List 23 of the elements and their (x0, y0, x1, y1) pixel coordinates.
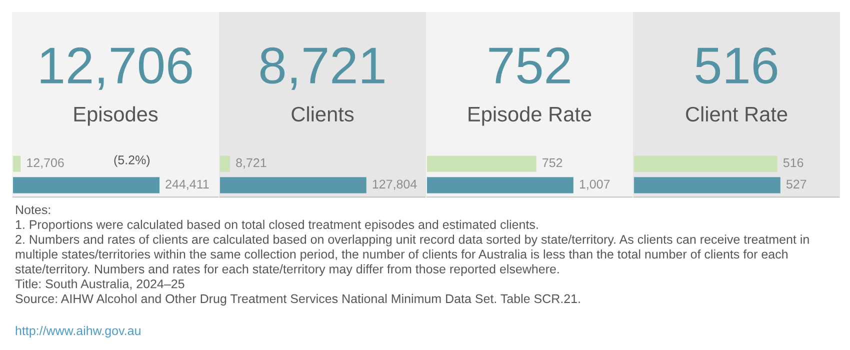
text: 2. Numbers and rates of clients are calculated based on overlapping unit record data sorted by state/territory. As clients can receive treatment in multiple states/territories within the same collection period, the number of clients for Australia is less than the total number of clients for each state/territory. Numbers and rates for each state/territory may differ from those reported elsewhere. (15, 234, 809, 276)
data-label: 1,007 (580, 180, 610, 190)
text: 1. Proportions were calculated based on total closed treatment episodes and estimated clients. (16, 220, 538, 232)
chart-title: 12,706 (40, 47, 192, 90)
data-label: 244,411 (166, 180, 209, 190)
chart-subtitle: Episodes (74, 106, 158, 126)
data-label: 8,721 (236, 158, 266, 169)
annotation: (5.2%) (114, 155, 150, 167)
data-label: 516 (783, 158, 804, 168)
chart-subtitle: Client Rate (686, 106, 788, 122)
chart-subtitle: Episode Rate (468, 106, 592, 126)
chart-title: 752 (489, 47, 570, 84)
source-note: Source: AIHW Alcohol and Other Drug Treatment Services National Minimum Data Set. Table SCR.21. (16, 294, 580, 306)
text: Notes: (16, 205, 50, 214)
text: http://www.aihw.gov.au (16, 326, 140, 338)
data-label: 12,706 (27, 158, 64, 169)
data-label: 752 (542, 158, 562, 168)
chart-subtitle: Clients (292, 106, 354, 122)
chart-title: 516 (696, 47, 778, 84)
text: Title: South Australia, 2024–25 (15, 279, 184, 290)
data-label: 527 (786, 180, 806, 189)
data-label: 127,804 (372, 180, 417, 190)
chart-title: 8,721 (260, 47, 384, 90)
